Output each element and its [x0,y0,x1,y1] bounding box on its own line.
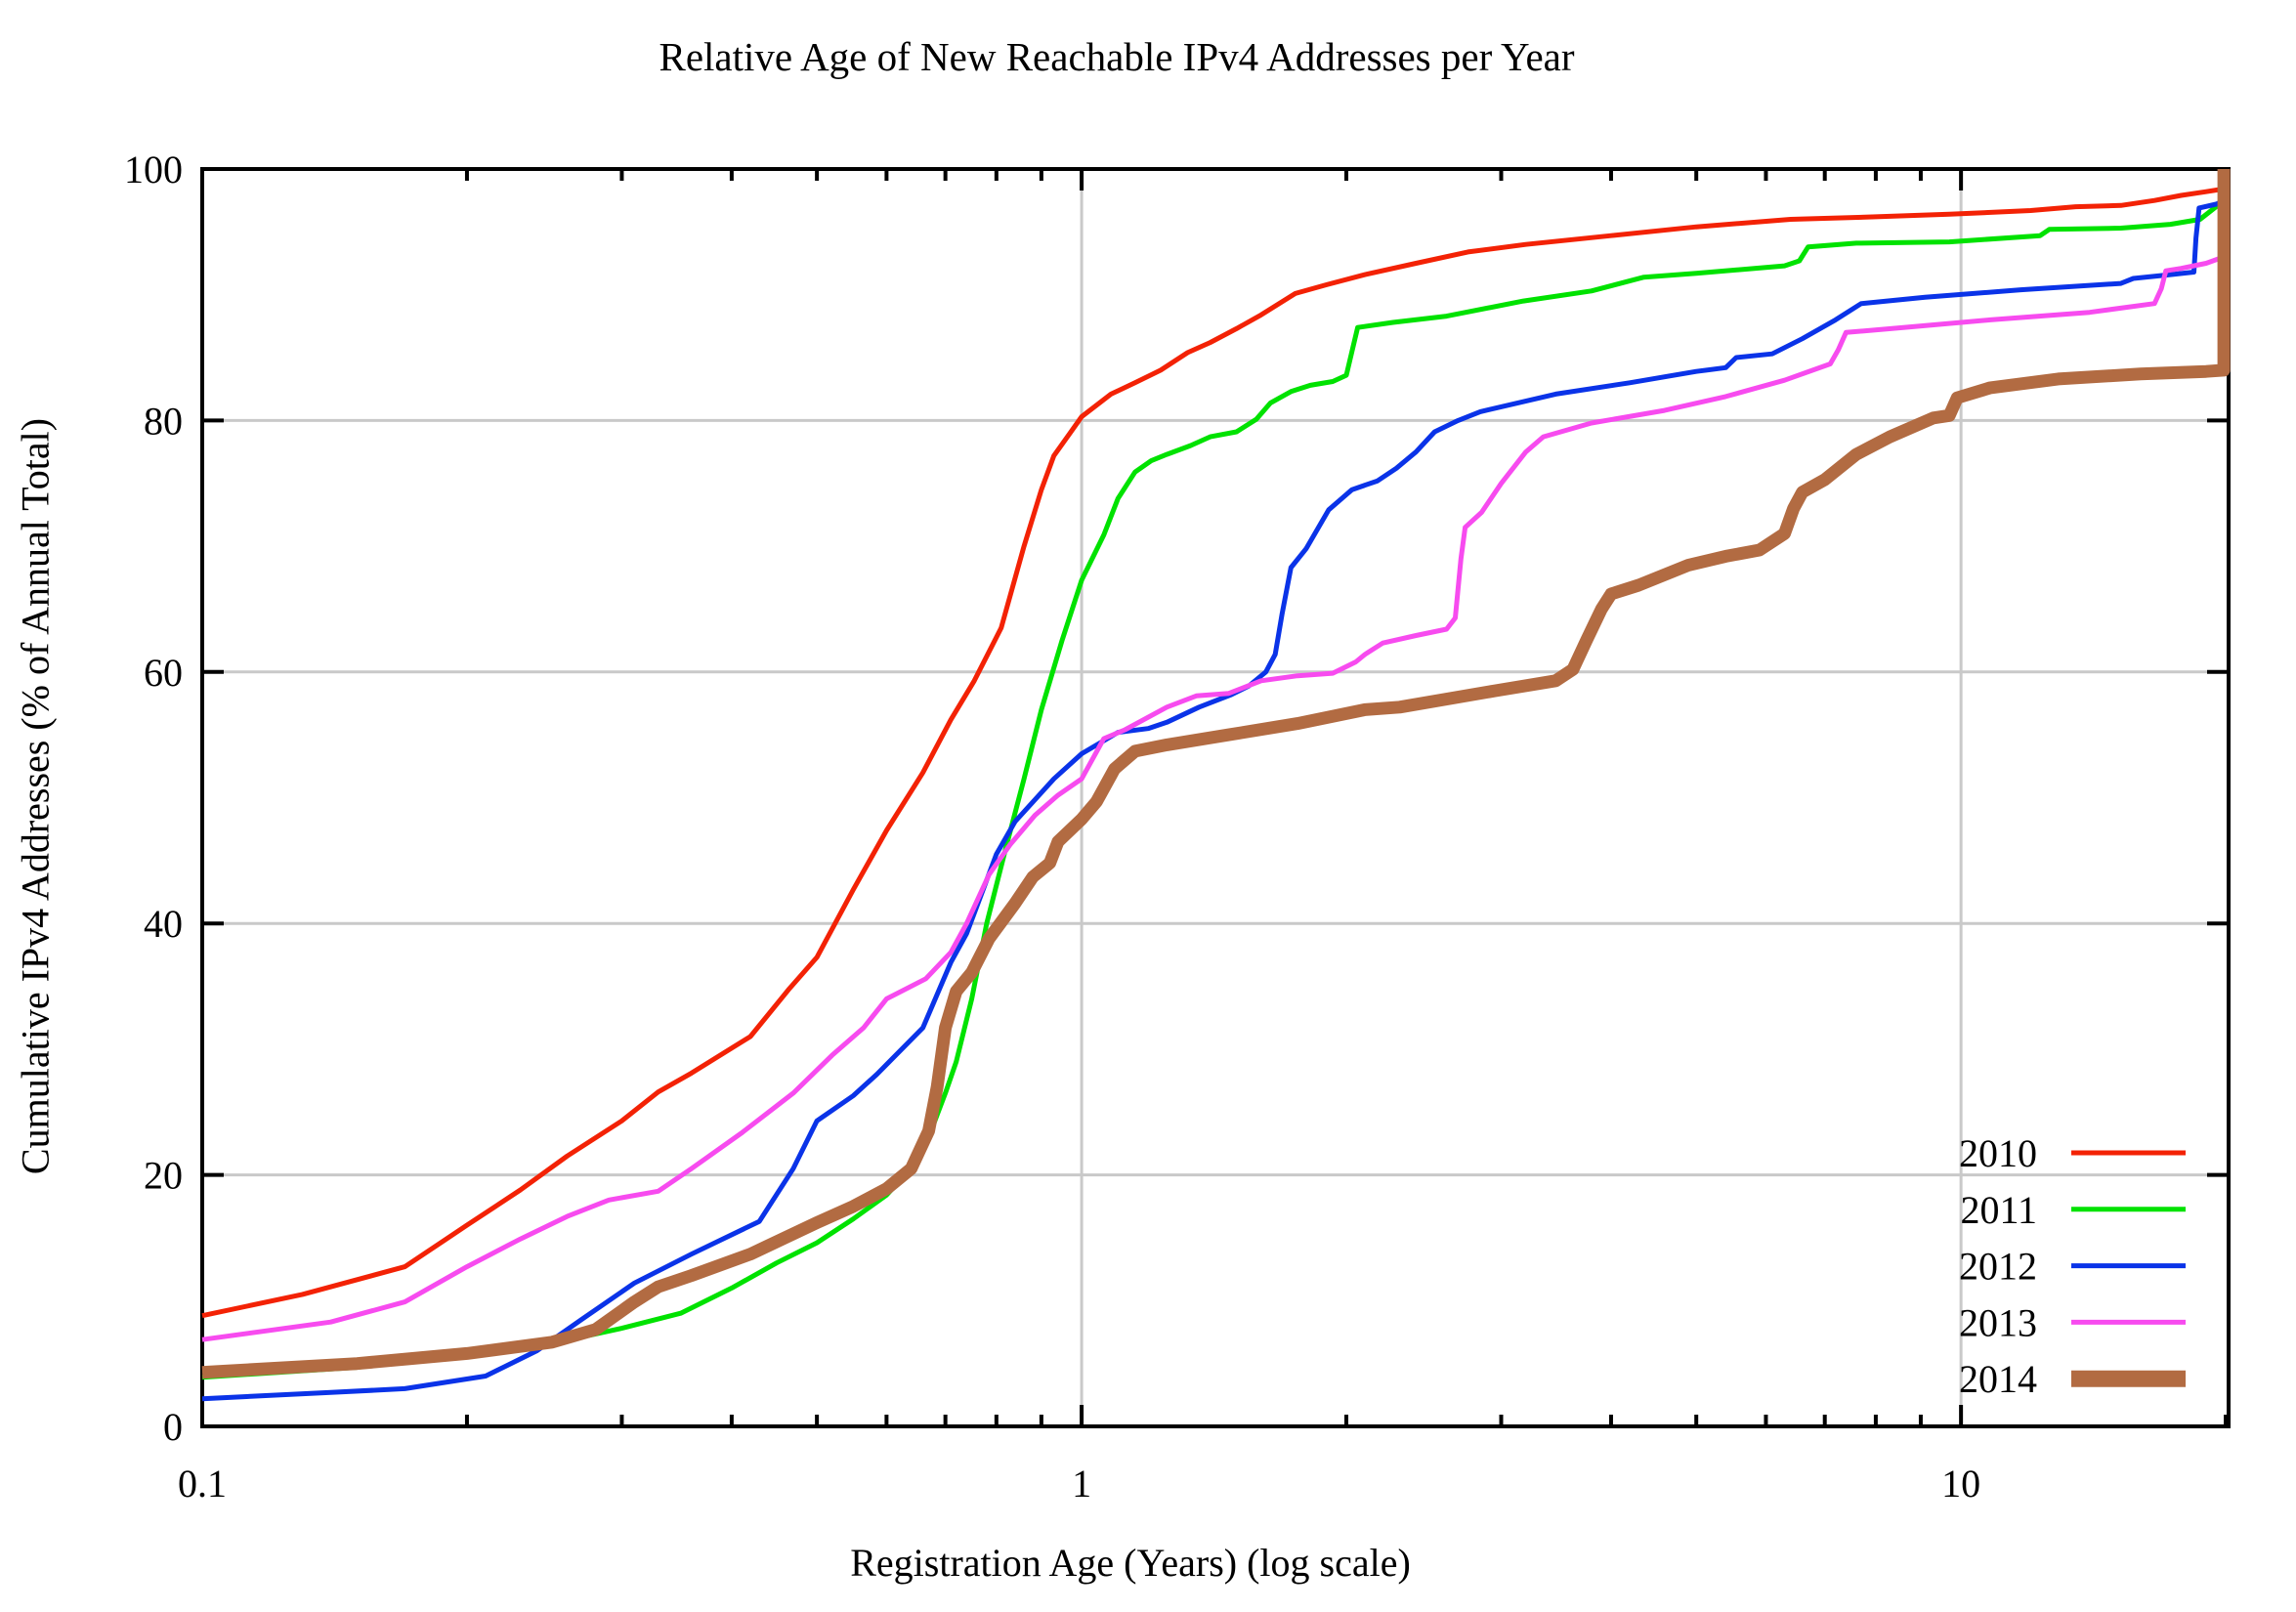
y-axis-title: Cumulative IPv4 Addresses (% of Annual T… [13,417,58,1175]
legend: 2010 2011 2012 2013 2014 [1959,1131,2186,1401]
y-tick-label: 40 [144,902,183,946]
y-tick-label: 80 [144,399,183,443]
legend-label-2010: 2010 [1959,1131,2037,1175]
x-axis-title: Registration Age (Years) (log scale) [850,1541,1411,1585]
legend-label-2011: 2011 [1960,1188,2037,1232]
x-tick-label: 10 [1941,1462,1980,1506]
chart-title: Relative Age of New Reachable IPv4 Addre… [659,34,1575,79]
y-tick-label: 60 [144,651,183,695]
plot-border [200,167,2231,1428]
y-tick-label: 20 [144,1154,183,1198]
x-tick-label: 1 [1072,1462,1091,1506]
x-tick-label: 0.1 [178,1462,227,1506]
series-line-2011 [201,199,2229,1380]
y-tick-label: 0 [163,1405,183,1449]
series-line-2010 [201,185,2229,1319]
y-tick-label: 100 [124,148,183,191]
legend-label-2012: 2012 [1959,1245,2037,1289]
series-group [201,169,2231,1402]
legend-label-2013: 2013 [1959,1300,2037,1344]
series-line-2013 [201,255,2228,1342]
series-line-2012 [201,196,2229,1402]
legend-label-2014: 2014 [1959,1357,2037,1401]
series-line-2014 [201,169,2231,1379]
